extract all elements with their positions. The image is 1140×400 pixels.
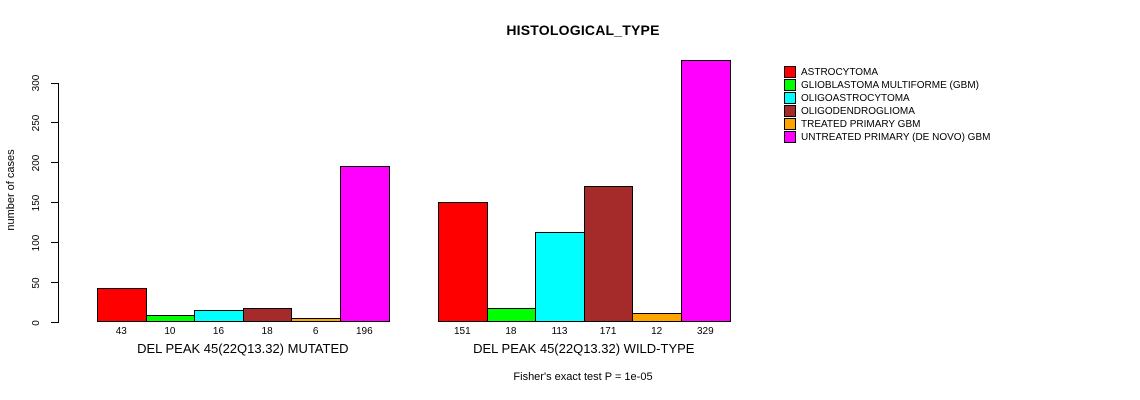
group-label: DEL PEAK 45(22Q13.32) WILD-TYPE <box>473 341 695 356</box>
y-tick-label: 200 <box>31 154 42 172</box>
bar <box>681 59 731 323</box>
y-axis-title: number of cases <box>5 149 17 231</box>
bar <box>535 232 585 323</box>
bar-value-label: 196 <box>355 326 373 337</box>
y-tick-mark <box>51 162 58 164</box>
footer-note: Fisher's exact test P = 1e-05 <box>513 371 653 383</box>
legend-label: OLIGODENDROGLIOMA <box>801 105 915 117</box>
bar-value-label: 18 <box>261 326 273 337</box>
legend-swatch <box>784 66 796 78</box>
legend-item: UNTREATED PRIMARY (DE NOVO) GBM <box>784 131 990 144</box>
y-tick-label: 0 <box>31 319 42 326</box>
bar-value-label: 12 <box>651 326 663 337</box>
bar <box>632 312 682 323</box>
y-tick-label: 300 <box>31 74 42 92</box>
bar-value-label: 151 <box>453 326 471 337</box>
legend-label: OLIGOASTROCYTOMA <box>801 92 910 104</box>
bar <box>242 308 293 323</box>
legend-item: TREATED PRIMARY GBM <box>784 118 920 131</box>
bar-value-label: 10 <box>164 326 176 337</box>
bar <box>438 201 488 323</box>
y-tick-label: 100 <box>31 234 42 251</box>
legend-swatch <box>784 131 796 143</box>
bar-value-label: 43 <box>115 326 127 337</box>
group-label: DEL PEAK 45(22Q13.32) MUTATED <box>137 341 349 356</box>
legend-label: TREATED PRIMARY GBM <box>801 118 921 130</box>
bar-value-label: 329 <box>696 326 714 337</box>
bar-value-label: 16 <box>212 326 225 337</box>
y-tick-mark <box>51 82 58 84</box>
legend-swatch <box>784 92 796 104</box>
bar-value-label: 171 <box>599 326 617 337</box>
y-tick-mark <box>51 282 58 284</box>
legend-swatch <box>784 79 796 91</box>
legend-swatch <box>784 105 796 117</box>
bar <box>145 314 196 323</box>
y-axis-line <box>58 82 59 323</box>
bar <box>340 166 390 323</box>
legend-item: OLIGODENDROGLIOMA <box>784 105 915 118</box>
bar <box>583 185 634 323</box>
legend-label: ASTROCYTOMA <box>801 66 879 78</box>
bar <box>291 317 341 323</box>
y-tick-mark <box>51 202 58 204</box>
legend-swatch <box>784 118 796 130</box>
legend-label: UNTREATED PRIMARY (DE NOVO) GBM <box>801 131 991 143</box>
bar-value-label: 113 <box>551 326 568 337</box>
y-tick-mark <box>51 242 58 244</box>
bar <box>97 288 147 323</box>
y-tick-label: 50 <box>31 277 42 289</box>
bar <box>486 308 537 323</box>
legend-label: GLIOBLASTOMA MULTIFORME (GBM) <box>801 79 979 91</box>
bar-value-label: 18 <box>505 326 517 337</box>
y-tick-mark <box>51 322 58 323</box>
bar-value-label: 6 <box>312 326 319 337</box>
legend-item: GLIOBLASTOMA MULTIFORME (GBM) <box>784 79 979 92</box>
chart-title: HISTOLOGICAL_TYPE <box>506 22 660 38</box>
y-tick-mark <box>51 122 58 124</box>
bar <box>194 309 244 323</box>
legend-item: OLIGOASTROCYTOMA <box>784 92 910 105</box>
y-tick-label: 150 <box>31 194 42 212</box>
y-tick-label: 250 <box>31 114 42 132</box>
legend-item: ASTROCYTOMA <box>784 66 878 79</box>
